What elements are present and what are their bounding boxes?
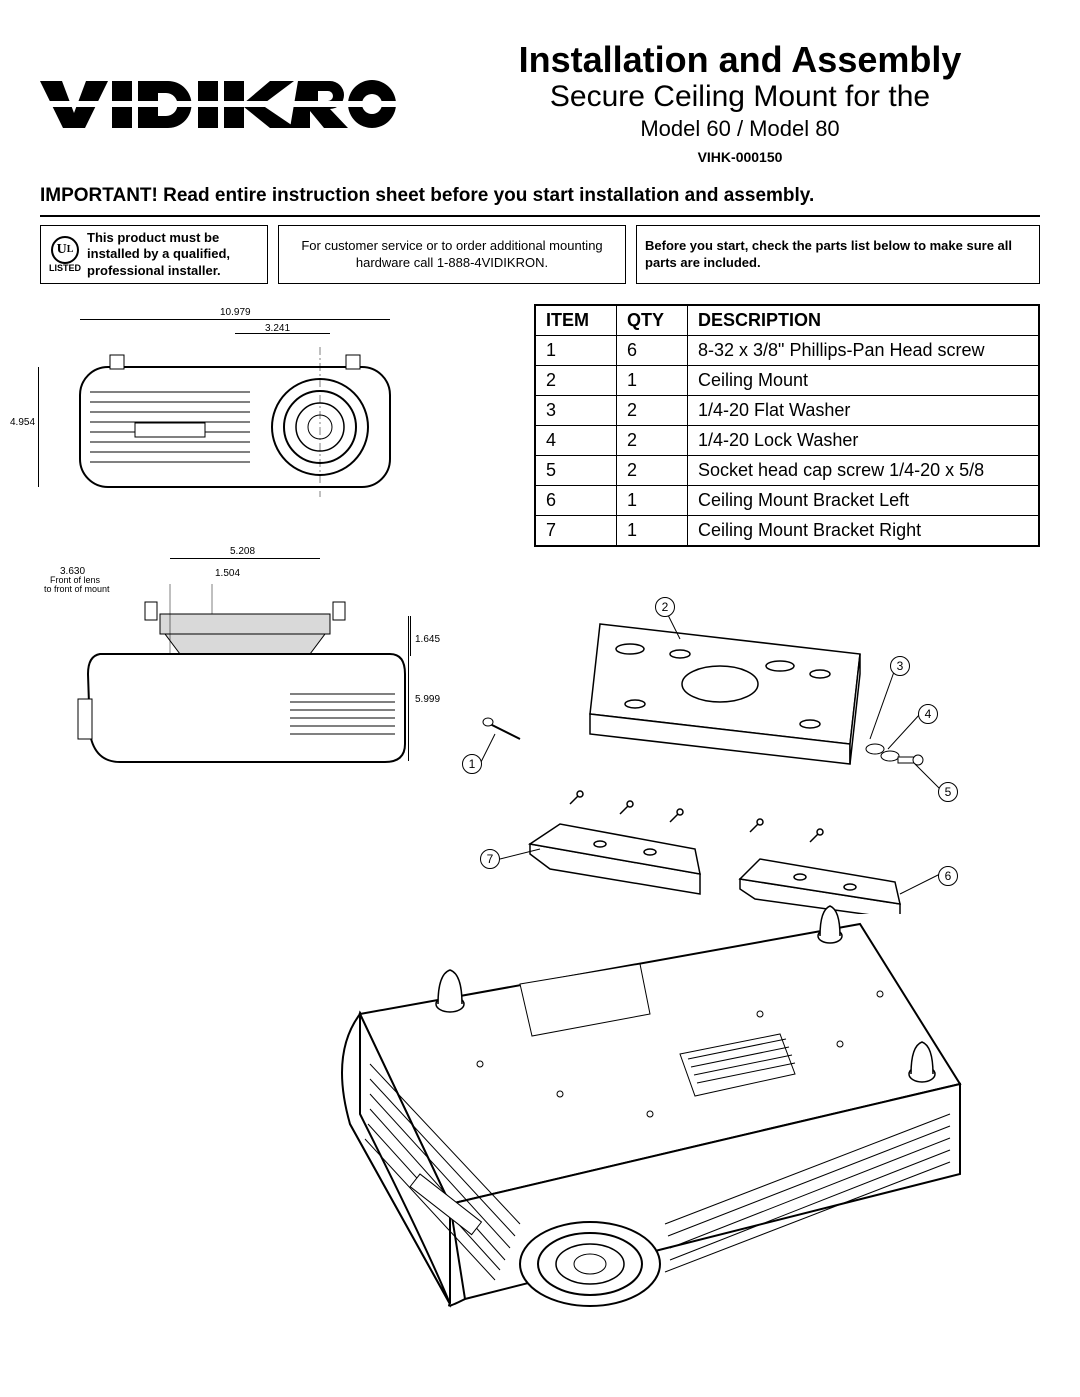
dim-front-height: 4.954	[10, 417, 35, 428]
table-cell: 1	[535, 335, 617, 365]
dim-lens-note2: to front of mount	[44, 585, 110, 594]
content-area: ITEM QTY DESCRIPTION 168-32 x 3/8" Phill…	[40, 304, 1040, 1354]
table-cell: 1	[617, 515, 688, 546]
front-view-diagram: 10.979 3.241 4.954	[50, 337, 420, 502]
dim-front-width: 10.979	[220, 307, 251, 318]
table-cell: Ceiling Mount Bracket Left	[688, 485, 1040, 515]
col-qty: QTY	[617, 305, 688, 336]
dim-lens-offset: 3.241	[265, 323, 290, 334]
table-cell: 6	[617, 335, 688, 365]
dim-side-top: 5.208	[230, 546, 255, 557]
side-view-diagram: 5.208 3.630 Front of lens to front of mo…	[40, 574, 440, 784]
table-cell: 5	[535, 455, 617, 485]
info-box-parts-text: Before you start, check the parts list b…	[645, 238, 1031, 271]
table-cell: 2	[617, 455, 688, 485]
table-row: 168-32 x 3/8" Phillips-Pan Head screw	[535, 335, 1039, 365]
table-row: 71Ceiling Mount Bracket Right	[535, 515, 1039, 546]
ul-listed-text: LISTED	[49, 264, 81, 273]
table-cell: 3	[535, 395, 617, 425]
info-box-installer: UL LISTED This product must be installed…	[40, 225, 268, 284]
header: Installation and Assembly Secure Ceiling…	[40, 40, 1040, 165]
divider	[40, 215, 1040, 217]
table-cell: 6	[535, 485, 617, 515]
important-label: IMPORTANT!	[40, 185, 158, 206]
dim-side-inner: 1.504	[215, 568, 240, 579]
table-row: 421/4-20 Lock Washer	[535, 425, 1039, 455]
table-cell: 2	[617, 395, 688, 425]
table-row: 61Ceiling Mount Bracket Left	[535, 485, 1039, 515]
table-header-row: ITEM QTY DESCRIPTION	[535, 305, 1039, 336]
col-desc: DESCRIPTION	[688, 305, 1040, 336]
table-cell: Ceiling Mount Bracket Right	[688, 515, 1040, 546]
parts-table: ITEM QTY DESCRIPTION 168-32 x 3/8" Phill…	[534, 304, 1040, 547]
table-row: 52Socket head cap screw 1/4-20 x 5/8	[535, 455, 1039, 485]
info-box-service-text: For customer service or to order additio…	[287, 238, 617, 271]
table-row: 321/4-20 Flat Washer	[535, 395, 1039, 425]
model-line: Model 60 / Model 80	[440, 115, 1040, 144]
table-cell: 8-32 x 3/8" Phillips-Pan Head screw	[688, 335, 1040, 365]
table-cell: Socket head cap screw 1/4-20 x 5/8	[688, 455, 1040, 485]
table-cell: 7	[535, 515, 617, 546]
table-cell: 2	[617, 425, 688, 455]
doc-subtitle: Secure Ceiling Mount for the	[440, 80, 1040, 113]
table-cell: 1/4-20 Lock Washer	[688, 425, 1040, 455]
table-cell: Ceiling Mount	[688, 365, 1040, 395]
brand-logo	[40, 73, 410, 133]
title-block: Installation and Assembly Secure Ceiling…	[440, 40, 1040, 165]
callout-1: 1	[462, 754, 482, 774]
table-cell: 2	[535, 365, 617, 395]
info-box-installer-text: This product must be installed by a qual…	[87, 230, 259, 279]
table-cell: 1/4-20 Flat Washer	[688, 395, 1040, 425]
info-row: UL LISTED This product must be installed…	[40, 225, 1040, 284]
ul-listed-icon: UL LISTED	[49, 236, 81, 273]
info-box-parts-check: Before you start, check the parts list b…	[636, 225, 1040, 284]
callout-4: 4	[918, 704, 938, 724]
table-cell: 1	[617, 365, 688, 395]
callout-3: 3	[890, 656, 910, 676]
table-row: 21Ceiling Mount	[535, 365, 1039, 395]
doc-title: Installation and Assembly	[440, 40, 1040, 80]
important-notice: IMPORTANT! Read entire instruction sheet…	[40, 185, 1040, 207]
callout-2: 2	[655, 597, 675, 617]
important-text: Read entire instruction sheet before you…	[163, 185, 814, 206]
col-item: ITEM	[535, 305, 617, 336]
part-number: VIHK-000150	[440, 149, 1040, 165]
table-cell: 1	[617, 485, 688, 515]
table-cell: 4	[535, 425, 617, 455]
callout-5: 5	[938, 782, 958, 802]
info-box-service: For customer service or to order additio…	[278, 225, 626, 284]
perspective-diagram	[220, 864, 1020, 1344]
